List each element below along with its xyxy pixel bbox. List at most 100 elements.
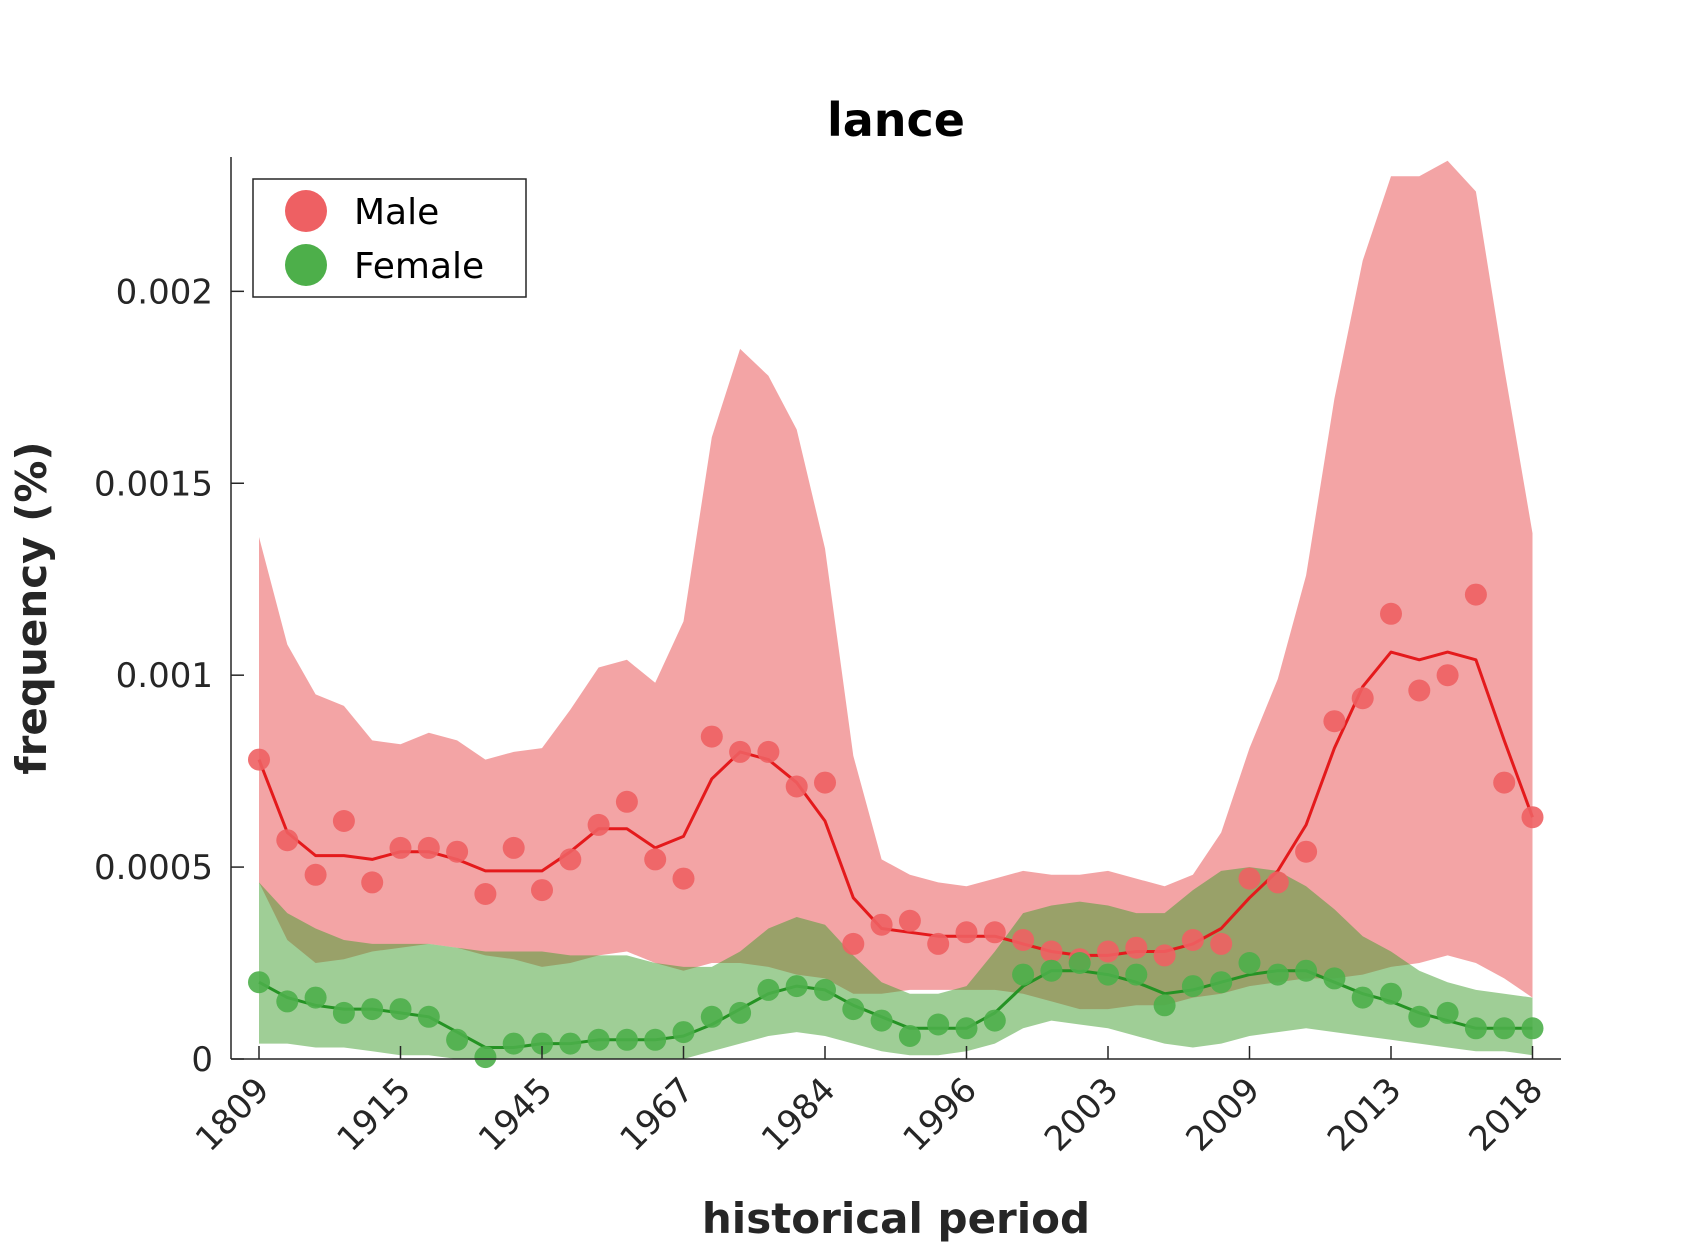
legend-marker-female (285, 244, 327, 286)
point-female (1295, 959, 1318, 982)
point-female (1068, 952, 1091, 974)
point-male (502, 836, 525, 859)
point-female (757, 978, 780, 1001)
chart-title: lance (827, 93, 965, 147)
point-male (729, 740, 752, 763)
x-tick-label: 1967 (612, 1070, 701, 1159)
point-female (983, 1009, 1006, 1032)
point-female (1125, 963, 1148, 986)
band-male (259, 160, 1533, 1010)
point-female (1153, 994, 1176, 1017)
y-tick-label: 0.002 (116, 272, 213, 312)
point-female (1436, 1001, 1459, 1024)
point-male (304, 863, 327, 886)
point-female (587, 1028, 610, 1051)
point-male (587, 813, 610, 836)
point-female (615, 1028, 638, 1051)
point-male (1408, 679, 1431, 702)
x-tick-label: 2018 (1461, 1070, 1550, 1159)
point-female (842, 998, 865, 1021)
point-female (361, 998, 384, 1021)
point-female (1521, 1017, 1544, 1040)
x-ticks: 1809 1915 1945 1967 1984 1996 2003 2009 2013 2018 (188, 1046, 1551, 1160)
point-male (1181, 929, 1204, 951)
x-tick-label: 1984 (754, 1070, 843, 1159)
point-female (1408, 1005, 1431, 1028)
point-male (1464, 583, 1487, 606)
line-male (257, 650, 1534, 957)
point-male (1097, 940, 1119, 963)
line-female (258, 969, 1533, 1049)
point-male (1436, 664, 1459, 687)
y-ticks: 0 0.0005 0.001 0.0015 0.002 (94, 272, 244, 1080)
point-female (559, 1032, 582, 1055)
point-male (785, 775, 808, 798)
point-female (502, 1032, 525, 1055)
point-male (1153, 944, 1176, 967)
point-male (474, 883, 497, 905)
point-male (1012, 929, 1035, 951)
point-female (1266, 963, 1289, 986)
point-female (927, 1013, 950, 1036)
point-female (248, 971, 270, 994)
point-female (1181, 975, 1204, 998)
point-male (1493, 771, 1516, 794)
point-male (1323, 710, 1346, 733)
y-tick-label: 0 (191, 1040, 213, 1080)
point-male (757, 740, 780, 763)
point-female (898, 1025, 921, 1047)
point-female (1323, 967, 1346, 990)
point-male (531, 879, 553, 902)
point-male (417, 836, 440, 859)
legend-marker-male (285, 190, 327, 232)
x-tick-label: 2009 (1178, 1070, 1267, 1159)
y-tick-label: 0.0015 (94, 464, 213, 504)
point-male (672, 867, 695, 890)
point-female (672, 1021, 695, 1044)
smoothed-lines (257, 650, 1534, 1049)
point-male (332, 810, 355, 832)
point-female (814, 978, 836, 1001)
point-female (729, 1001, 752, 1024)
point-male (446, 840, 469, 863)
confidence-bands (259, 160, 1533, 1059)
point-male (1266, 871, 1289, 894)
point-male (927, 932, 950, 955)
legend: Male Female (252, 178, 527, 298)
point-female (644, 1028, 667, 1051)
point-male (559, 848, 582, 871)
point-male (1351, 687, 1374, 710)
point-male (1238, 867, 1261, 890)
legend-label-female: Female (354, 246, 484, 287)
point-male (361, 871, 384, 894)
x-tick-label: 1809 (188, 1070, 277, 1159)
point-female (700, 1005, 723, 1028)
point-female (1097, 963, 1119, 986)
point-female (785, 975, 808, 998)
x-tick-label: 1996 (895, 1070, 984, 1159)
point-male (955, 921, 978, 944)
point-female (446, 1028, 469, 1051)
point-male (700, 725, 723, 748)
y-tick-label: 0.001 (116, 656, 213, 696)
legend-label-male: Male (354, 192, 439, 233)
point-female (1493, 1017, 1516, 1040)
point-male (1125, 936, 1148, 959)
point-male (276, 829, 299, 852)
point-male (1295, 840, 1318, 863)
point-male (1521, 806, 1544, 829)
point-male (1210, 932, 1233, 955)
point-female (417, 1005, 440, 1028)
x-tick-label: 2003 (1037, 1070, 1126, 1159)
y-axis-label: frequency (%) (7, 441, 56, 774)
x-axis-label: historical period (702, 1194, 1090, 1243)
point-male (814, 771, 836, 794)
point-female (1012, 963, 1035, 986)
point-female (1238, 952, 1261, 974)
point-female (332, 1001, 355, 1024)
point-female (531, 1032, 553, 1055)
point-male (389, 836, 412, 859)
point-male (842, 932, 865, 955)
point-male (1040, 940, 1063, 963)
data-points (248, 583, 1544, 1069)
